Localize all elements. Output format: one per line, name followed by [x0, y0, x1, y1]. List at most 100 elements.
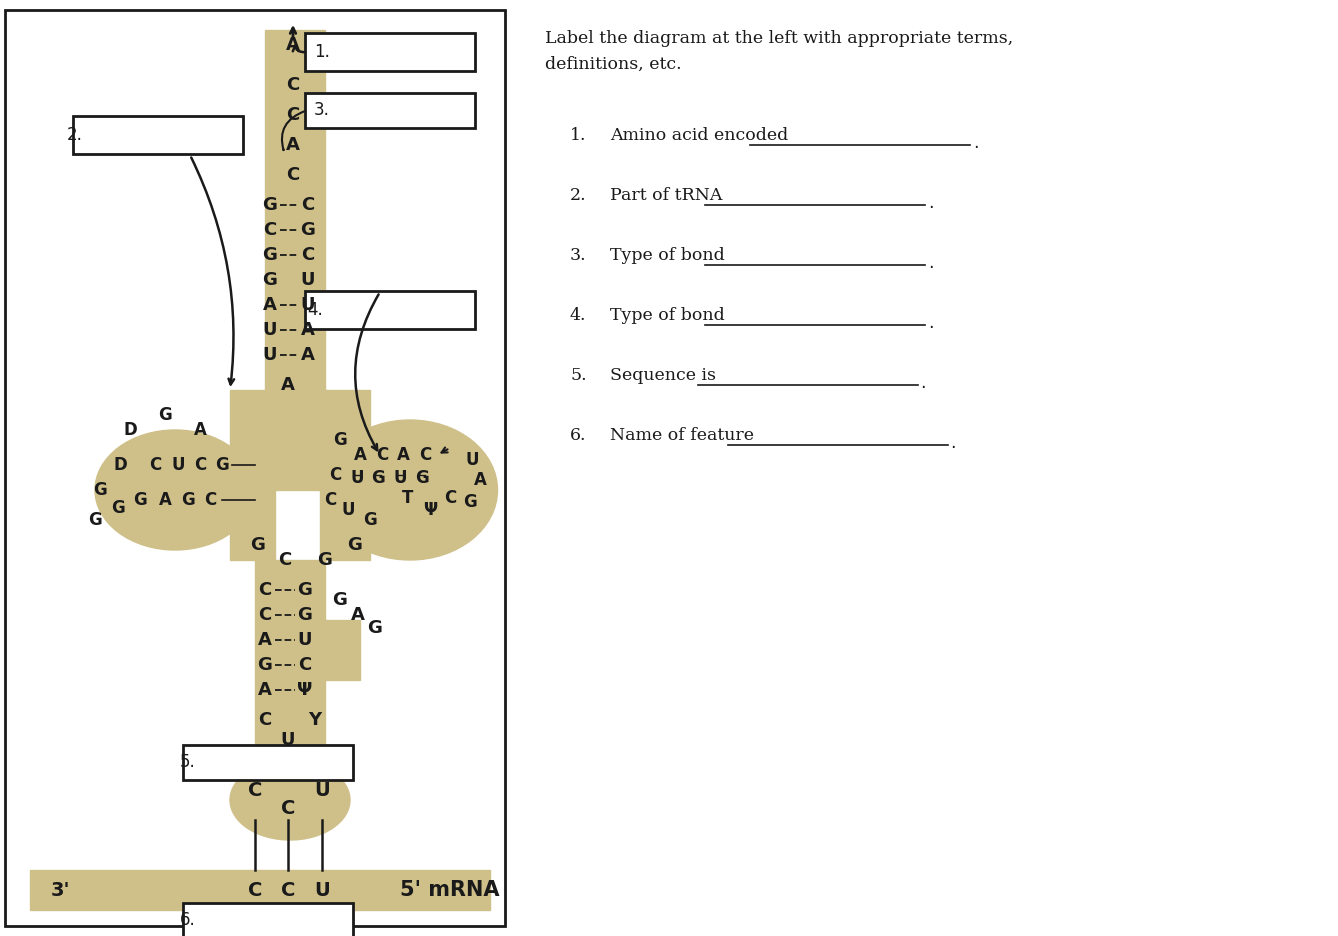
Text: Ψ: Ψ — [297, 681, 313, 699]
Polygon shape — [256, 560, 325, 780]
Text: G: G — [132, 491, 147, 509]
Text: 1.: 1. — [570, 126, 586, 143]
Text: C: C — [444, 489, 456, 507]
Text: C: C — [248, 781, 262, 799]
Text: .: . — [973, 134, 978, 152]
Text: .: . — [929, 254, 934, 272]
Text: G: G — [333, 431, 347, 449]
Text: A: A — [286, 36, 300, 54]
Text: C: C — [278, 551, 292, 569]
Text: G: G — [301, 221, 316, 239]
Text: G: G — [317, 551, 332, 569]
Bar — [74, 116, 244, 154]
Text: U: U — [341, 501, 355, 519]
Text: 5.: 5. — [570, 367, 586, 384]
Text: A: A — [281, 376, 294, 394]
Text: Y: Y — [309, 711, 321, 729]
Text: 5' mRNA: 5' mRNA — [400, 880, 500, 900]
Text: 5.: 5. — [181, 753, 195, 771]
Text: .: . — [929, 314, 934, 332]
Text: U: U — [262, 346, 277, 364]
Bar — [305, 93, 475, 127]
Text: G: G — [297, 581, 313, 599]
Bar — [5, 10, 504, 926]
FancyArrowPatch shape — [282, 110, 305, 150]
Text: 3': 3' — [51, 881, 70, 899]
Ellipse shape — [95, 430, 256, 550]
Bar — [183, 744, 353, 780]
Text: U: U — [262, 321, 277, 339]
Text: G: G — [348, 536, 363, 554]
Text: A: A — [351, 606, 365, 624]
Text: C: C — [286, 76, 300, 94]
Text: G: G — [262, 246, 277, 264]
Text: C: C — [329, 466, 341, 484]
Text: G: G — [371, 469, 385, 487]
Text: G: G — [262, 271, 277, 289]
Polygon shape — [260, 620, 360, 680]
Text: U: U — [314, 881, 330, 899]
Text: .: . — [921, 374, 926, 392]
Text: G: G — [88, 511, 102, 529]
Text: C: C — [376, 446, 388, 464]
Text: D: D — [123, 421, 136, 439]
Text: Part of tRNA: Part of tRNA — [610, 186, 723, 203]
Text: C: C — [286, 166, 300, 184]
Ellipse shape — [230, 760, 351, 840]
Text: G: G — [363, 511, 377, 529]
Text: G: G — [463, 493, 476, 511]
Text: 4.: 4. — [570, 306, 586, 324]
Text: A: A — [353, 446, 367, 464]
Ellipse shape — [322, 420, 498, 560]
Bar — [305, 33, 475, 71]
Text: T: T — [403, 489, 413, 507]
Text: G: G — [257, 656, 273, 674]
Text: 1.: 1. — [314, 43, 330, 61]
Text: Label the diagram at the left with appropriate terms,
definitions, etc.: Label the diagram at the left with appro… — [545, 30, 1013, 73]
Text: C: C — [286, 106, 300, 124]
Text: 6.: 6. — [181, 911, 195, 929]
Text: U: U — [171, 456, 185, 474]
Text: .: . — [950, 434, 955, 452]
Text: U: U — [281, 731, 296, 749]
Text: C: C — [281, 798, 296, 817]
Text: A: A — [301, 321, 314, 339]
Text: A: A — [396, 446, 409, 464]
Text: C: C — [258, 581, 272, 599]
Text: 4.: 4. — [308, 301, 322, 319]
Text: U: U — [466, 451, 479, 469]
Text: C: C — [258, 711, 272, 729]
Text: U: U — [351, 469, 364, 487]
Text: G: G — [250, 536, 265, 554]
Text: A: A — [194, 421, 206, 439]
Text: 3.: 3. — [570, 246, 586, 264]
Text: A: A — [258, 631, 272, 649]
Text: U: U — [301, 296, 316, 314]
Text: A: A — [301, 346, 314, 364]
Text: C: C — [149, 456, 161, 474]
Text: G: G — [158, 406, 171, 424]
Text: A: A — [474, 471, 487, 489]
Polygon shape — [230, 390, 276, 560]
Text: Name of feature: Name of feature — [610, 427, 755, 444]
Polygon shape — [29, 870, 490, 910]
Text: Ψ: Ψ — [423, 501, 438, 519]
Text: C: C — [298, 656, 312, 674]
Text: G: G — [368, 619, 383, 637]
Text: A: A — [258, 681, 272, 699]
Text: C: C — [301, 196, 314, 214]
Text: U: U — [314, 781, 330, 799]
Bar — [183, 902, 353, 936]
Text: Type of bond: Type of bond — [610, 246, 725, 264]
Text: A: A — [286, 136, 300, 154]
Text: 3.: 3. — [314, 101, 330, 119]
Polygon shape — [320, 390, 371, 560]
Text: .: . — [929, 194, 934, 212]
Text: 2.: 2. — [570, 186, 586, 203]
Text: C: C — [258, 606, 272, 624]
Text: U: U — [298, 631, 312, 649]
Text: C: C — [194, 456, 206, 474]
Text: G: G — [415, 469, 429, 487]
Text: D: D — [114, 456, 127, 474]
Text: C: C — [419, 446, 431, 464]
